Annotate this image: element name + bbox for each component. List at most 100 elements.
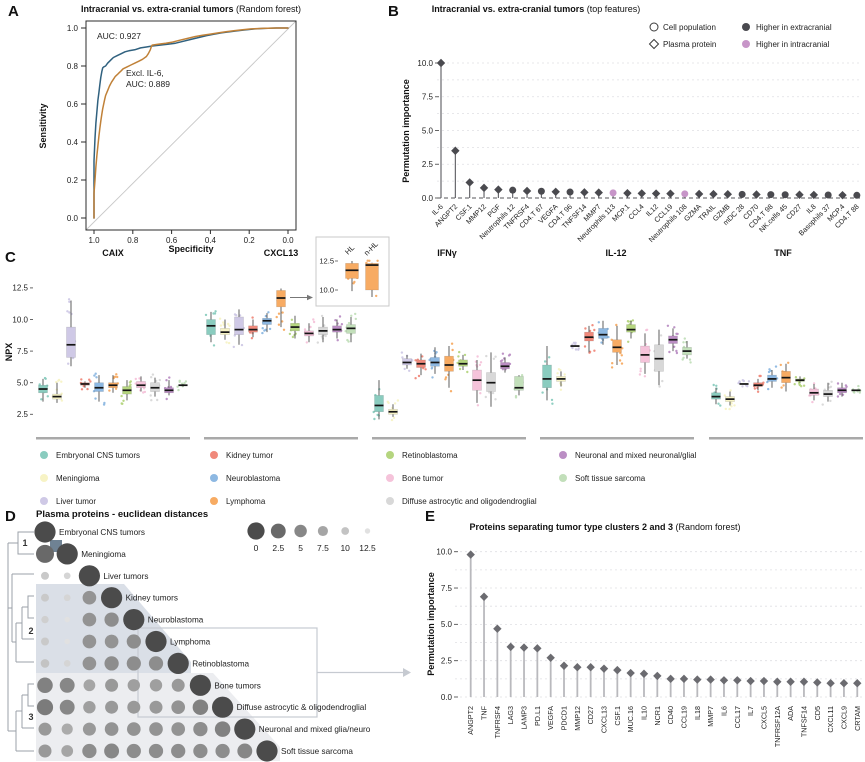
svg-text:2.5: 2.5 <box>272 543 284 553</box>
svg-text:5.0: 5.0 <box>422 126 434 135</box>
svg-text:CRTAM: CRTAM <box>853 706 862 731</box>
cluster-label-3: 3 <box>28 712 33 722</box>
facet-title-il12: IL-12 <box>605 248 626 258</box>
legend-lymphoma: Lymphoma <box>226 497 266 506</box>
legend-soft-tissue: Soft tissue sarcoma <box>575 474 646 483</box>
svg-text:IL7: IL7 <box>746 706 755 716</box>
svg-text:TNF: TNF <box>480 705 489 720</box>
legend-dot-liver <box>40 497 48 505</box>
panel-a-title: Intracranial vs. extra-cranial tumors (R… <box>81 4 301 14</box>
svg-text:IL10: IL10 <box>639 706 648 720</box>
svg-text:CD40: CD40 <box>666 706 675 724</box>
legend-bone: Bone tumor <box>402 474 444 483</box>
higher-extracranial-marker-icon <box>742 23 750 31</box>
legend-neuroblastoma: Neuroblastoma <box>226 474 281 483</box>
facet-title-tnf: TNF <box>774 248 792 258</box>
panel-e-letter: E <box>425 508 435 525</box>
svg-text:5.0: 5.0 <box>17 379 29 388</box>
svg-text:12.5: 12.5 <box>359 543 376 553</box>
clusters-lollipop-plot: 0.0 2.5 5.0 7.5 10.0 ANGPT2 TNF TNFRSF4 LAG3 LAMP… <box>436 548 862 747</box>
roc-xlabel: Specificity <box>168 244 213 254</box>
svg-text:10.0: 10.0 <box>319 286 334 295</box>
svg-text:12.5: 12.5 <box>12 284 28 293</box>
legend-dot-diffuse <box>386 497 394 505</box>
legend-meningioma: Meningioma <box>56 474 100 483</box>
svg-text:TNFRSF12A: TNFRSF12A <box>773 706 782 747</box>
legend-dot-kidney <box>210 451 218 459</box>
panel-c: C NPX CAIX CXCL13 IFNγ IL-12 TNF 12.5 10.… <box>4 236 863 506</box>
svg-text:Liver tumors: Liver tumors <box>103 572 148 581</box>
svg-text:10.0: 10.0 <box>417 59 433 68</box>
legend-dot-embryonal <box>40 451 48 459</box>
roc-ylabel: Sensitivity <box>38 103 48 148</box>
svg-text:5: 5 <box>298 543 303 553</box>
svg-text:MMP12: MMP12 <box>573 706 582 731</box>
facet-title-cxcl13: CXCL13 <box>264 248 299 258</box>
svg-text:CXCL13: CXCL13 <box>600 706 609 733</box>
legend-embryonal: Embryonal CNS tumors <box>56 451 140 460</box>
panel-c-ylabel: NPX <box>4 343 14 362</box>
panel-c-legend: Embryonal CNS tumors Meningioma Liver tu… <box>40 451 697 506</box>
svg-text:0.8: 0.8 <box>67 62 79 71</box>
svg-text:TNFSF14: TNFSF14 <box>799 706 808 737</box>
svg-text:PD.L1: PD.L1 <box>533 706 542 726</box>
svg-text:7.5: 7.5 <box>422 93 434 102</box>
legend-dot-lymphoma <box>210 497 218 505</box>
npx-boxplots: 12.5 10.0 7.5 5.0 2.5 <box>12 284 863 440</box>
svg-text:IL18: IL18 <box>693 706 702 720</box>
svg-text:1.0: 1.0 <box>88 236 100 245</box>
svg-text:CD27: CD27 <box>784 202 803 221</box>
panel-c-letter: C <box>5 249 16 266</box>
svg-text:CD5: CD5 <box>813 706 822 720</box>
legend-liver: Liver tumor <box>56 497 96 506</box>
panel-a: A Intracranial vs. extra-cranial tumors … <box>8 3 301 254</box>
svg-text:IL6: IL6 <box>719 706 728 716</box>
panel-d: D Plasma proteins - euclidean distances … <box>5 508 411 762</box>
svg-text:12.5: 12.5 <box>319 257 334 266</box>
svg-text:LAMP3: LAMP3 <box>520 706 529 730</box>
svg-text:ADA: ADA <box>786 706 795 721</box>
svg-text:CXCL5: CXCL5 <box>759 706 768 729</box>
svg-text:CCL17: CCL17 <box>733 706 742 728</box>
svg-text:7.5: 7.5 <box>317 543 329 553</box>
svg-text:NCR1: NCR1 <box>653 706 662 726</box>
svg-text:PDCD1: PDCD1 <box>560 706 569 730</box>
legend-neuronal: Neuronal and mixed neuronal/glial <box>575 451 697 460</box>
panel-b: B Intracranial vs. extra-cranial tumors … <box>388 3 861 244</box>
facet-title-ifng: IFNγ <box>437 248 457 258</box>
legend-dot-soft-tissue <box>559 474 567 482</box>
panel-b-ylabel: Permutation importance <box>401 79 411 183</box>
legend-diffuse: Diffuse astrocytic and oligodendroglial <box>402 497 537 506</box>
panel-d-title: Plasma proteins - euclidean distances <box>36 509 208 520</box>
svg-text:MUC.16: MUC.16 <box>626 706 635 732</box>
roc-plot: 1.0 0.8 0.6 0.4 0.2 0.0 0.0 0.2 0.4 0.6 0.8 1.0 <box>67 20 297 245</box>
roc-excl-annotation-line1: Excl. IL-6, <box>126 68 164 78</box>
legend-dot-neuronal <box>559 451 567 459</box>
svg-text:0.0: 0.0 <box>67 214 79 223</box>
lymphoma-inset-plot: 12.5 10.0 <box>315 236 390 307</box>
svg-text:Neuroblastoma: Neuroblastoma <box>148 616 204 625</box>
legend-dot-retinoblastoma <box>386 451 394 459</box>
svg-text:Bone tumors: Bone tumors <box>214 681 260 690</box>
legend-retinoblastoma: Retinoblastoma <box>402 451 458 460</box>
svg-text:CCL19: CCL19 <box>679 706 688 728</box>
panel-e-ylabel: Permutation importance <box>426 572 436 676</box>
plasma-protein-marker-icon <box>648 38 660 50</box>
svg-text:Diffuse astrocytic & oligodend: Diffuse astrocytic & oligodendroglial <box>237 703 367 712</box>
higher-intracranial-marker-icon <box>742 40 750 48</box>
svg-text:0.6: 0.6 <box>67 100 79 109</box>
svg-text:0.0: 0.0 <box>422 194 434 203</box>
cluster-label-2: 2 <box>28 626 33 636</box>
svg-text:Soft tissue sarcoma: Soft tissue sarcoma <box>281 747 353 756</box>
svg-text:0: 0 <box>254 543 259 553</box>
svg-text:TNFRSF4: TNFRSF4 <box>493 706 502 738</box>
legend-dot-meningioma <box>40 474 48 482</box>
legend-dot-bone <box>386 474 394 482</box>
svg-text:Neuronal and mixed glia/neuro: Neuronal and mixed glia/neuro <box>259 725 371 734</box>
svg-text:LAG3: LAG3 <box>506 706 515 724</box>
svg-text:10.0: 10.0 <box>12 315 28 324</box>
legend-plasma-protein: Plasma protein <box>663 40 716 49</box>
legend-dot-neuroblastoma <box>210 474 218 482</box>
svg-text:VEGFA: VEGFA <box>546 706 555 730</box>
facet-title-caix: CAIX <box>102 248 124 258</box>
